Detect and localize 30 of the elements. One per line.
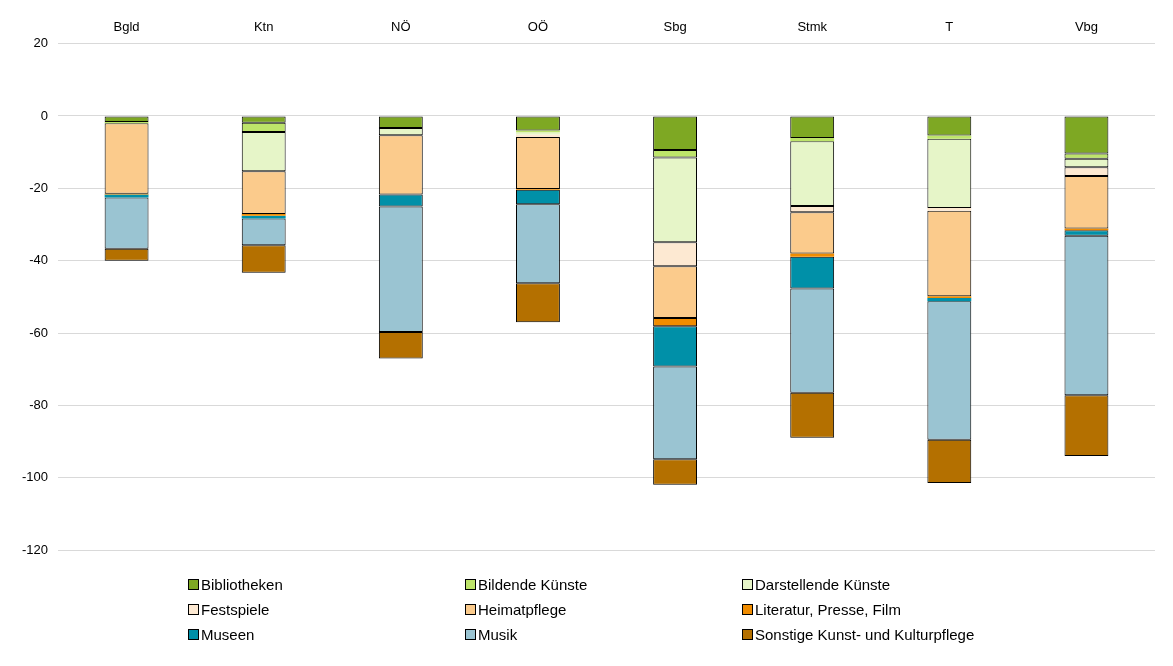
legend-label: Bibliotheken [201,576,283,593]
y-tick-label: -100 [21,469,49,485]
x-tick-label: Sbg [663,19,687,35]
x-tick-label: T [945,19,954,35]
y-tick-label: -40 [29,252,49,268]
legend-label: Heimatpflege [478,601,567,618]
x-tick-label: Vbg [1074,19,1099,35]
y-tick-label: 20 [33,35,49,51]
y-tick-label: -120 [21,541,49,557]
legend-label: Sonstige Kunst- und Kulturpflege [755,626,975,643]
bar [790,138,835,142]
x-tick-label: NÖ [391,19,411,35]
legend-label: Festspiele [201,601,270,618]
legend-label: Darstellende Künste [755,576,891,593]
y-tick-label: -20 [29,179,49,195]
x-tick-label: Ktn [253,19,274,35]
bar [927,297,972,302]
legend-label: Museen [201,626,255,643]
bar [927,135,972,139]
bar [790,253,835,257]
x-tick-label: Stmk [797,19,828,35]
y-tick-label: 0 [40,107,49,123]
bar [927,207,972,211]
legend-label: Literatur, Presse, Film [755,601,901,618]
y-tick-label: -80 [29,397,49,413]
legend-label: Musik [478,626,518,643]
x-tick-label: OÖ [527,19,549,35]
legend-label: Bildende Künste [478,576,588,593]
x-tick-label: Bgld [113,19,140,35]
y-tick-label: -60 [29,324,49,340]
